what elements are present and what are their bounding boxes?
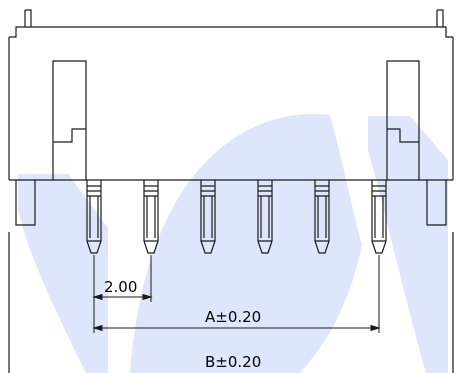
pin-group bbox=[86, 180, 387, 254]
latch-post-right bbox=[386, 60, 420, 180]
side-block-left bbox=[15, 180, 36, 226]
dim-b-label: B±0.20 bbox=[205, 353, 261, 371]
dim-a-label: A±0.20 bbox=[205, 308, 261, 326]
pin-outline bbox=[200, 180, 216, 254]
pin bbox=[314, 180, 330, 254]
pitch-arrow-left bbox=[92, 293, 103, 301]
connector-outline bbox=[8, 9, 454, 373]
pin bbox=[371, 180, 387, 254]
dimension-lines bbox=[92, 255, 381, 333]
pin-outline bbox=[143, 180, 159, 254]
dim-a-arrow-right bbox=[370, 324, 381, 332]
watermark-arc bbox=[130, 114, 362, 373]
housing-top-edge bbox=[9, 26, 453, 38]
top-tab-right bbox=[436, 9, 444, 27]
pin-outline bbox=[86, 180, 102, 254]
pin-outline bbox=[371, 180, 387, 254]
latch-post-left bbox=[52, 60, 87, 180]
pitch-arrow-right bbox=[142, 293, 153, 301]
watermark-left-stroke bbox=[18, 174, 108, 373]
pin bbox=[200, 180, 216, 254]
pin bbox=[257, 180, 273, 254]
pin bbox=[86, 180, 102, 254]
side-block-right bbox=[426, 180, 447, 226]
watermark-right-stroke bbox=[368, 116, 448, 373]
dim-a-arrow-left bbox=[92, 324, 103, 332]
watermark-logo bbox=[18, 114, 448, 373]
pin-outline bbox=[314, 180, 330, 254]
top-tab-left bbox=[24, 9, 32, 27]
pitch-label: 2.00 bbox=[104, 278, 137, 296]
pin-outline bbox=[257, 180, 273, 254]
pin bbox=[143, 180, 159, 254]
